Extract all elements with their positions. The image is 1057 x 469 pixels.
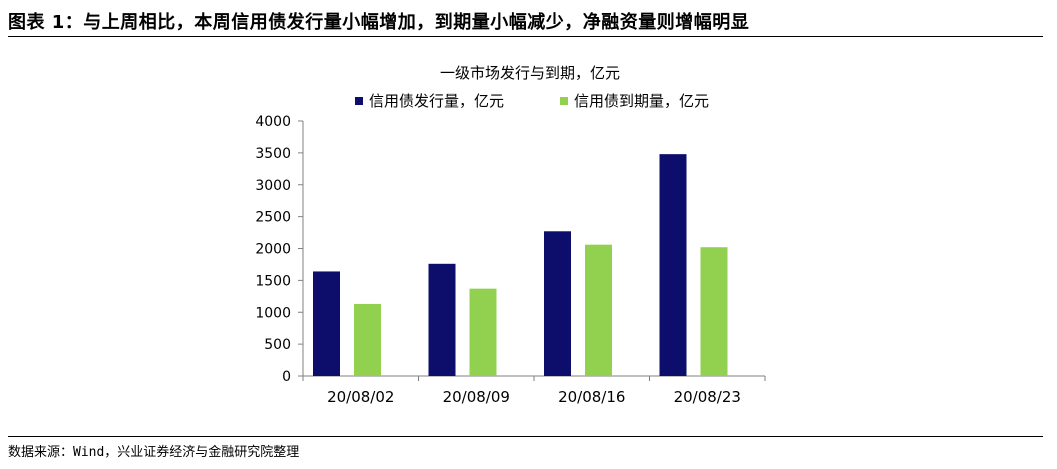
- legend: 信用债发行量，亿元 信用债到期量，亿元: [355, 92, 709, 110]
- bar-issuance: [544, 231, 571, 376]
- legend-label: 信用债发行量，亿元: [369, 92, 504, 110]
- y-tick-label: 2000: [255, 242, 291, 258]
- y-tick-label: 500: [264, 337, 291, 353]
- x-tick-label: 20/08/16: [558, 388, 625, 406]
- y-axis: 0 500 1000 1500 2000 2500 3000 3500 4000: [255, 114, 304, 385]
- figure-title: 图表 1：与上周相比，本周信用债发行量小幅增加，到期量小幅减少，净融资量则增幅明…: [8, 12, 750, 33]
- bar-maturity: [700, 247, 728, 376]
- legend-label: 信用债到期量，亿元: [574, 92, 709, 110]
- top-divider: [8, 36, 1043, 37]
- y-tick-label: 0: [282, 369, 291, 385]
- bar-issuance: [428, 263, 456, 376]
- bars: [313, 154, 728, 376]
- y-tick-label: 1500: [255, 273, 291, 289]
- legend-swatch: [355, 97, 363, 105]
- chart-title: 一级市场发行与到期，亿元: [440, 64, 620, 82]
- bar-issuance: [659, 154, 687, 376]
- source-note: 数据来源：Wind，兴业证券经济与金融研究院整理: [8, 445, 300, 460]
- y-tick-label: 2500: [255, 210, 291, 226]
- bar-maturity: [469, 288, 497, 376]
- y-tick-label: 1000: [255, 305, 291, 321]
- y-tick-label: 3000: [255, 178, 291, 194]
- bar-maturity: [354, 303, 381, 376]
- y-tick-label: 3500: [255, 146, 291, 162]
- y-tick-label: 4000: [255, 114, 291, 130]
- legend-swatch: [560, 97, 568, 105]
- bar-issuance: [313, 271, 340, 376]
- x-tick-label: 20/08/23: [674, 388, 741, 406]
- bottom-divider: [8, 436, 1043, 437]
- x-axis: 20/08/02 20/08/09 20/08/16 20/08/23: [302, 375, 766, 406]
- bar-maturity: [585, 244, 612, 376]
- x-tick-label: 20/08/02: [327, 388, 394, 406]
- x-tick-label: 20/08/09: [443, 388, 510, 406]
